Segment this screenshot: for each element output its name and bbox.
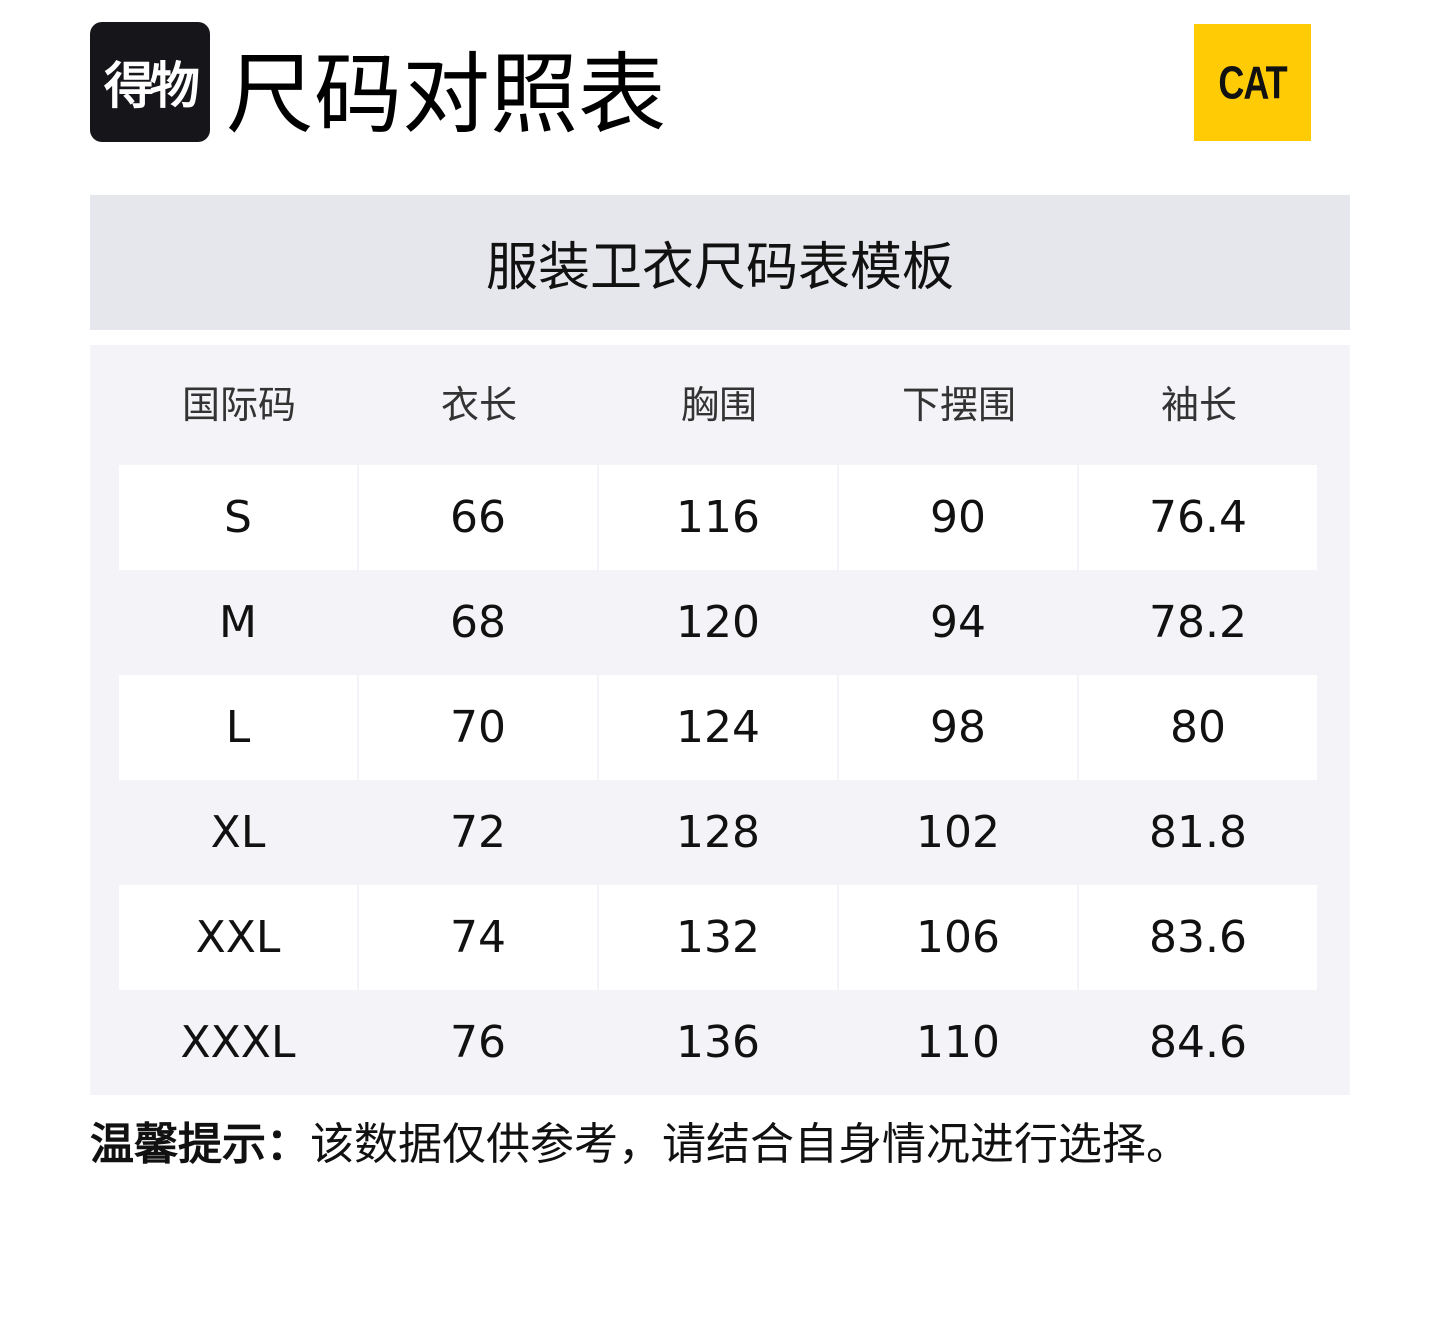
table-cell: 74: [359, 885, 597, 990]
table-cell: 72: [450, 807, 506, 858]
table-caption: 服装卫衣尺码表模板: [90, 195, 1350, 330]
table-cell: XXXL: [180, 1017, 296, 1068]
page-title: 尺码对照表: [226, 43, 667, 146]
table-cell: 128: [676, 807, 760, 858]
column-header: 下摆围: [901, 383, 1016, 427]
table-cell: 94: [930, 597, 986, 648]
cat-brand-logo: CAT: [1194, 24, 1311, 141]
table-row: M 68 120 94 78.2: [119, 570, 1319, 675]
table-cell: S: [119, 465, 357, 570]
table-cell: 78.2: [1149, 597, 1247, 648]
table-row: S 66 116 90 76.4: [119, 465, 1319, 570]
table-cell: 90: [839, 465, 1077, 570]
notice: 温馨提示：该数据仅供参考，请结合自身情况进行选择。: [90, 1115, 1190, 1175]
column-header: 袖长: [1160, 383, 1237, 427]
table-cell: 68: [450, 597, 506, 648]
table-cell: 102: [916, 807, 1000, 858]
table-row: XXXL 76 136 110 84.6: [119, 990, 1319, 1095]
table-cell: 116: [599, 465, 837, 570]
dewu-logo: 得物: [90, 22, 210, 142]
column-header: 衣长: [440, 383, 517, 427]
table-cell: M: [219, 597, 257, 648]
notice-label: 温馨提示：: [90, 1119, 310, 1170]
table-cell: 124: [599, 675, 837, 780]
table-cell: L: [119, 675, 357, 780]
table-cell: 76.4: [1079, 465, 1317, 570]
table-cell: 132: [599, 885, 837, 990]
table-cell: 80: [1079, 675, 1317, 780]
table-cell: 70: [359, 675, 597, 780]
table-row: XXL 74 132 106 83.6: [119, 885, 1319, 990]
table-cell: XXL: [119, 885, 357, 990]
table-cell: 84.6: [1149, 1017, 1247, 1068]
column-header: 胸围: [680, 383, 757, 427]
table-row: XL 72 128 102 81.8: [119, 780, 1319, 885]
notice-text: 该数据仅供参考，请结合自身情况进行选择。: [310, 1119, 1190, 1170]
table-cell: 81.8: [1149, 807, 1247, 858]
table-cell: 66: [359, 465, 597, 570]
table-row: L 70 124 98 80: [119, 675, 1319, 780]
column-header: 国际码: [181, 383, 296, 427]
table-cell: 120: [676, 597, 760, 648]
table-cell: 98: [839, 675, 1077, 780]
table-header: 国际码 衣长 胸围 下摆围 袖长: [119, 345, 1319, 465]
size-table: 国际码 衣长 胸围 下摆围 袖长 S 66 116 90 76.4 M 68 120 94 78.2 L 70…: [90, 345, 1350, 1095]
table-cell: 136: [676, 1017, 760, 1068]
table-cell: 76: [450, 1017, 506, 1068]
table-cell: XL: [210, 807, 266, 858]
table-cell: 83.6: [1079, 885, 1317, 990]
table-cell: 110: [916, 1017, 1000, 1068]
table-cell: 106: [839, 885, 1077, 990]
